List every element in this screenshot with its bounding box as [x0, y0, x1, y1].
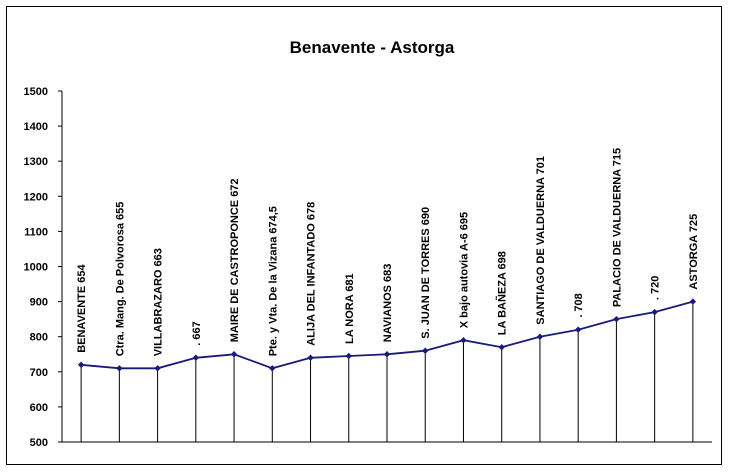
chart-title: Benavente - Astorga: [290, 38, 455, 57]
point-label: . 667: [191, 321, 203, 345]
data-point: [116, 365, 123, 372]
y-tick-label: 1200: [24, 191, 48, 203]
data-point: [269, 365, 276, 372]
y-tick-label: 600: [30, 402, 48, 414]
y-tick-label: 1000: [24, 262, 48, 274]
data-point: [422, 347, 429, 354]
point-label: ASTORGA 725: [688, 214, 700, 290]
point-label: S. JUAN DE TORRES 690: [420, 207, 432, 339]
data-point: [383, 351, 391, 358]
markers: [77, 298, 697, 372]
data-point: [498, 344, 505, 351]
y-tick-label: 800: [30, 332, 48, 344]
y-tick-label: 900: [30, 297, 48, 309]
point-label: LA BAÑEZA 698: [496, 251, 509, 335]
y-tick-label: 500: [30, 437, 48, 449]
y-tick-label: 1300: [24, 156, 48, 168]
data-point: [613, 315, 620, 323]
point-label: NAVIANOS 683: [382, 264, 394, 343]
point-label: MAIRE DE CASTROPONCE 672: [229, 178, 241, 342]
point-labels: BENAVENTE 654 Ctra. Mang. De Polvorosa 65…: [76, 148, 700, 356]
y-tick-label: 1400: [24, 121, 48, 133]
data-point: [536, 333, 544, 340]
data-point: [307, 354, 314, 361]
y-tick-label: 1500: [24, 86, 48, 98]
point-label: ALIJA DEL INFANTADO 678: [306, 202, 318, 346]
point-label: Pte. y Vta. De la Vizana 674,5: [267, 206, 279, 356]
point-label: . 708: [573, 293, 585, 317]
data-point: [689, 298, 697, 305]
data-point: [460, 337, 467, 344]
point-label: SANTIAGO DE VALDUERNA 701: [535, 156, 547, 325]
data-point: [192, 354, 200, 361]
y-tick-label: 700: [30, 367, 48, 379]
point-label: PALACIO DE VALDUERNA 715: [611, 148, 623, 307]
point-label: X bajo autovia A-6 695: [458, 212, 470, 328]
chart-frame: [6, 6, 722, 465]
data-point: [154, 365, 161, 372]
point-label: . 720: [650, 276, 662, 300]
data-point: [230, 351, 238, 358]
data-point: [345, 352, 352, 360]
point-label: LA NORA 681: [344, 273, 356, 344]
point-label: VILLABRAZARO 663: [153, 248, 165, 356]
data-point: [77, 361, 85, 368]
y-tick-label: 1100: [24, 226, 48, 238]
point-label: Ctra. Mang. De Polvorosa 655: [114, 202, 126, 357]
data-point: [651, 308, 658, 316]
point-label: BENAVENTE 654: [76, 263, 88, 352]
axes: 500 600 700 800 900 1000 1100 1200 1300 1400 1500: [24, 86, 712, 449]
data-point: [574, 326, 582, 333]
drop-lines: [80, 301, 694, 442]
